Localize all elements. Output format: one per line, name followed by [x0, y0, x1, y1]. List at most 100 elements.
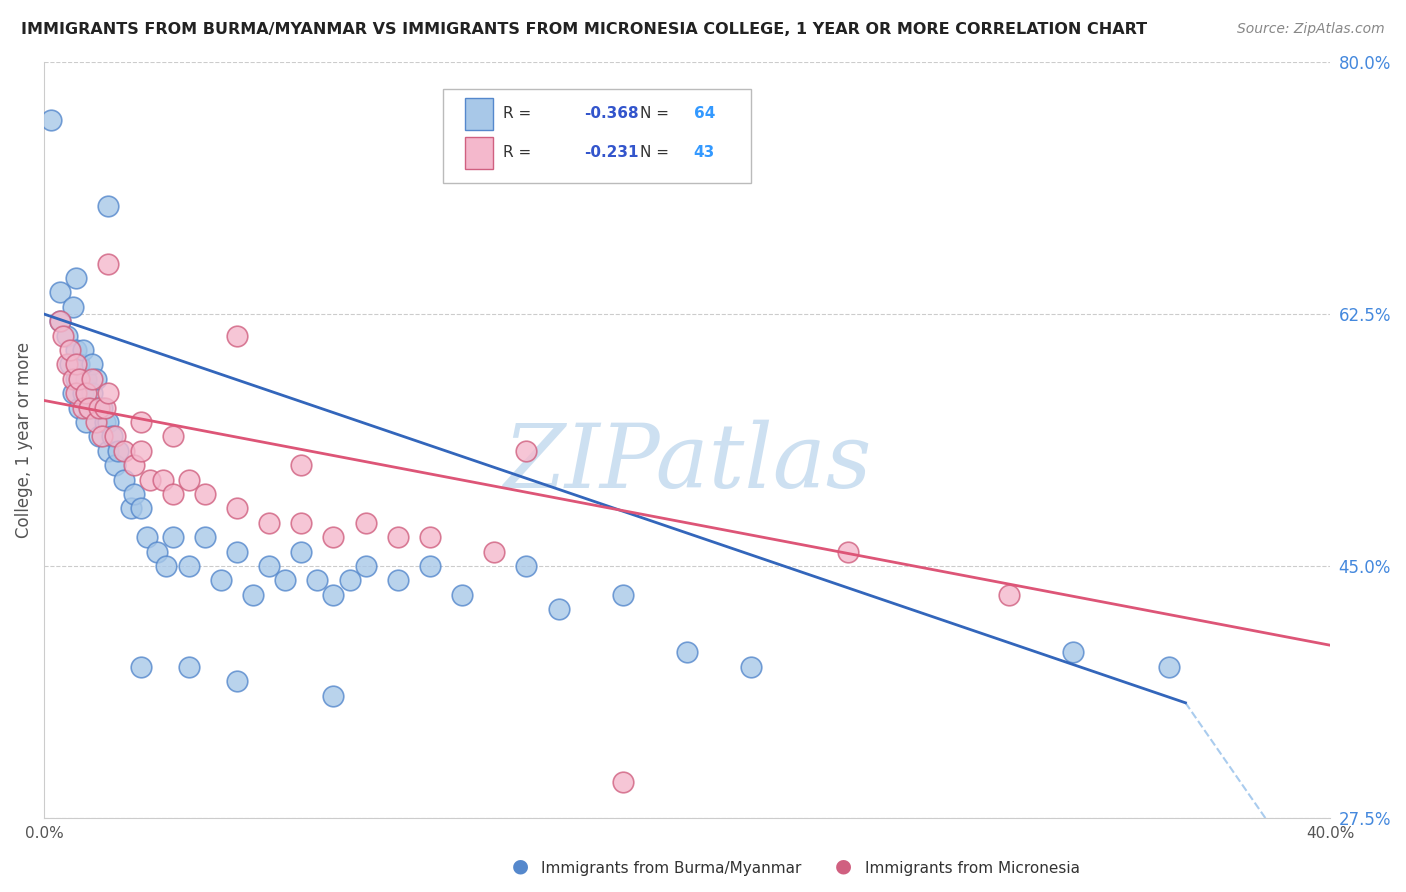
Text: IMMIGRANTS FROM BURMA/MYANMAR VS IMMIGRANTS FROM MICRONESIA COLLEGE, 1 YEAR OR M: IMMIGRANTS FROM BURMA/MYANMAR VS IMMIGRA… [21, 22, 1147, 37]
Point [94, 415, 117, 429]
Point [226, 328, 249, 343]
Point [75, 372, 97, 386]
Text: ZIPatlas: ZIPatlas [503, 419, 872, 506]
Point [49, 314, 72, 328]
Point [97, 257, 120, 271]
Point [354, 559, 377, 574]
Point [419, 530, 441, 544]
Text: 64: 64 [693, 106, 714, 121]
Point [65, 271, 87, 285]
Point [257, 516, 280, 530]
Text: N =: N = [640, 145, 669, 160]
Point [274, 574, 297, 588]
Point [226, 501, 249, 516]
Point [136, 530, 159, 544]
Point [290, 544, 312, 558]
Point [1062, 645, 1084, 659]
Point [484, 544, 506, 558]
Point [97, 415, 120, 429]
Point [162, 530, 184, 544]
Point [65, 372, 87, 386]
Point [226, 544, 249, 558]
Point [52, 328, 75, 343]
Point [91, 429, 114, 443]
Point [72, 386, 94, 401]
Point [129, 415, 152, 429]
Point [69, 372, 91, 386]
Text: R =: R = [503, 145, 531, 160]
Point [257, 559, 280, 574]
Point [676, 645, 699, 659]
Point [547, 602, 569, 616]
Text: Source: ZipAtlas.com: Source: ZipAtlas.com [1237, 22, 1385, 37]
Point [72, 343, 94, 357]
Point [155, 559, 177, 574]
Point [387, 574, 409, 588]
Point [997, 588, 1019, 602]
Text: R =: R = [503, 106, 531, 121]
Point [740, 660, 762, 674]
Point [145, 544, 167, 558]
Point [77, 401, 100, 415]
Point [107, 443, 129, 458]
Point [162, 487, 184, 501]
Point [82, 386, 104, 401]
Point [177, 473, 200, 487]
Point [72, 401, 94, 415]
Text: ●: ● [835, 857, 852, 876]
Point [59, 358, 82, 372]
Bar [464, 98, 494, 130]
Point [84, 415, 107, 429]
Text: Immigrants from Micronesia: Immigrants from Micronesia [865, 861, 1080, 876]
Point [322, 689, 344, 703]
Point [49, 285, 72, 300]
Point [104, 429, 127, 443]
Point [515, 443, 537, 458]
Point [87, 401, 110, 415]
Point [69, 358, 91, 372]
Point [49, 314, 72, 328]
Point [129, 660, 152, 674]
Text: -0.231: -0.231 [585, 145, 638, 160]
Point [91, 401, 114, 415]
Text: N =: N = [640, 106, 669, 121]
Point [120, 501, 142, 516]
Y-axis label: College, 1 year or more: College, 1 year or more [15, 342, 32, 538]
Point [82, 358, 104, 372]
Point [1159, 660, 1181, 674]
Point [82, 372, 104, 386]
Text: 43: 43 [693, 145, 714, 160]
Point [97, 386, 120, 401]
Point [65, 358, 87, 372]
Point [114, 473, 136, 487]
Point [59, 343, 82, 357]
Point [65, 386, 87, 401]
Point [75, 386, 97, 401]
Point [100, 429, 122, 443]
Point [612, 775, 634, 789]
Point [97, 443, 120, 458]
Point [209, 574, 232, 588]
Point [122, 458, 145, 473]
Point [354, 516, 377, 530]
Point [515, 559, 537, 574]
Point [612, 588, 634, 602]
Point [55, 358, 77, 372]
Point [177, 660, 200, 674]
Point [62, 386, 84, 401]
Point [114, 443, 136, 458]
Point [87, 429, 110, 443]
Point [307, 574, 329, 588]
Point [129, 501, 152, 516]
Point [69, 401, 91, 415]
Point [194, 487, 217, 501]
Point [152, 473, 174, 487]
Point [84, 401, 107, 415]
Point [139, 473, 162, 487]
Point [451, 588, 474, 602]
Point [129, 443, 152, 458]
Text: -0.368: -0.368 [585, 106, 638, 121]
Point [104, 458, 127, 473]
Point [75, 415, 97, 429]
Point [39, 112, 62, 127]
